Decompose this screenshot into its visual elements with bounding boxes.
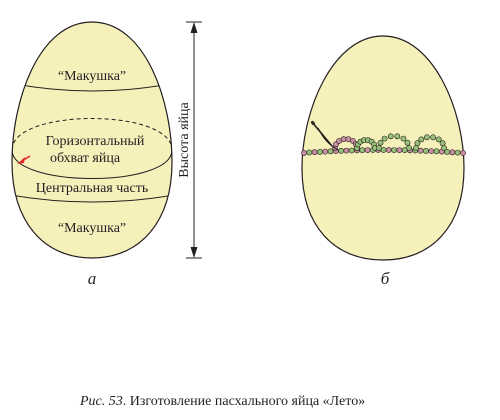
bead (417, 147, 424, 154)
label-center-part: Центральная часть (36, 181, 148, 196)
bead (385, 147, 392, 153)
bead (301, 149, 307, 156)
arrow-icon (17, 155, 31, 164)
bead (435, 136, 442, 143)
bead (394, 133, 401, 140)
bead (387, 133, 394, 140)
bead (396, 147, 403, 153)
bead (413, 145, 419, 151)
bead (340, 136, 347, 143)
label-top-cap: “Макушка” (58, 69, 126, 84)
bead (430, 134, 436, 141)
panel-label-b: б (381, 269, 390, 288)
bead (418, 136, 425, 143)
bead (406, 145, 412, 151)
bead (377, 139, 384, 146)
bead (449, 149, 456, 156)
height-dimension: Высота яйца (177, 21, 202, 259)
bead (460, 150, 466, 156)
bead (439, 140, 446, 147)
bead (433, 148, 440, 155)
label-horizontal-2: обхват яйца (50, 151, 121, 166)
figure-caption: Рис. 53. Изготовление пасхального яйца «… (80, 394, 500, 410)
bead (422, 147, 429, 154)
bottom-cap-line (12, 193, 172, 203)
bead (400, 135, 407, 142)
bead (327, 148, 334, 155)
bead (322, 148, 329, 155)
bead (414, 140, 421, 147)
bead (376, 145, 382, 151)
bead (404, 139, 411, 146)
bead (441, 145, 447, 151)
caption-text: . Изготовление пасхального яйца «Лето» (122, 394, 366, 409)
bead (391, 147, 397, 153)
bead (316, 148, 323, 155)
bead (423, 134, 430, 141)
bead (364, 147, 371, 153)
needle-icon (311, 120, 339, 151)
panel-label-a: а (88, 269, 97, 288)
label-horizontal-1: Горизонтальный (46, 134, 145, 149)
bead (311, 149, 318, 156)
bead (306, 149, 313, 156)
bead-arches (332, 133, 447, 151)
bead (348, 147, 355, 154)
bead (454, 149, 461, 156)
bead (343, 147, 350, 154)
girth-back-dashed (12, 118, 172, 151)
egg-a: “Макушка” Горизонтальный обхват яйца Цен… (11, 21, 173, 259)
egg-b (301, 35, 466, 261)
bead (338, 147, 344, 154)
label-egg-height: Высота яйца (177, 102, 192, 178)
bead (381, 135, 388, 142)
caption-prefix: Рис. 53 (80, 394, 123, 409)
bead (359, 147, 366, 154)
label-bottom-cap: “Макушка” (58, 221, 126, 236)
bead (428, 148, 435, 154)
egg-a-outline (11, 21, 173, 259)
